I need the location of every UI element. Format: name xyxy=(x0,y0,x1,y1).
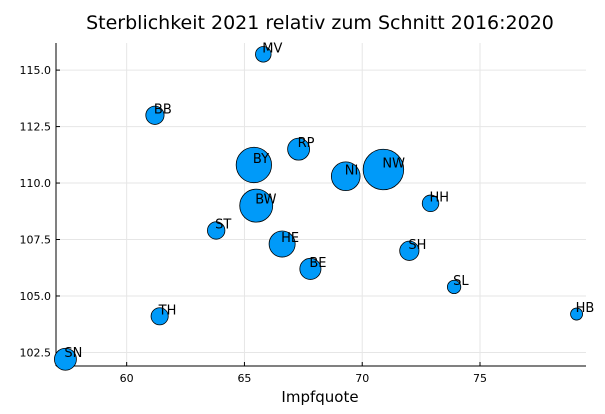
point-label-be: BE xyxy=(309,256,326,271)
point-label-bw: BW xyxy=(255,193,276,208)
point-label-th: TH xyxy=(158,303,177,318)
data-point-sh xyxy=(399,240,420,261)
point-label-ni: NI xyxy=(345,163,359,178)
data-point-rp xyxy=(287,137,311,161)
point-label-rp: RP xyxy=(298,136,315,151)
x-tick-label: 75 xyxy=(473,372,487,385)
point-label-st: ST xyxy=(215,217,231,232)
point-label-he: HE xyxy=(281,231,299,246)
data-point-he xyxy=(268,230,296,258)
data-point-bb xyxy=(145,105,165,125)
axes xyxy=(55,43,586,367)
point-label-sl: SL xyxy=(453,274,469,289)
data-point-hb xyxy=(570,307,583,321)
point-label-by: BY xyxy=(253,152,269,167)
data-point-bw xyxy=(239,188,274,223)
y-tick-label: 110.0 xyxy=(20,177,52,190)
data-point-sl xyxy=(446,279,462,295)
y-tick-label: 102.5 xyxy=(20,346,52,359)
data-point-by xyxy=(235,146,272,184)
point-label-hh: HH xyxy=(430,190,450,205)
data-point-st xyxy=(207,221,226,240)
x-tick-labels: 60 65 70 75 xyxy=(120,362,487,385)
x-tick-label: 60 xyxy=(120,372,134,385)
data-point-th xyxy=(150,307,169,326)
x-tick-label: 70 xyxy=(355,372,369,385)
data-point-mv xyxy=(255,46,272,63)
data-point-sn xyxy=(54,347,77,371)
point-label-bb: BB xyxy=(154,102,172,117)
x-tick-label: 65 xyxy=(237,372,251,385)
point-label-hb: HB xyxy=(576,301,595,316)
chart-title: Sterblichkeit 2021 relativ zum Schnitt 2… xyxy=(86,12,554,34)
point-label-mv: MV xyxy=(262,41,282,56)
y-tick-labels: 102.5 105.0 107.5 110.0 112.5 115.0 xyxy=(20,64,60,359)
grid-lines xyxy=(56,43,586,366)
point-labels: MV BB RP BY NI NW HH BW ST HE SH BE SL HB TH SN xyxy=(64,41,594,361)
data-point-nw xyxy=(362,148,405,191)
point-label-nw: NW xyxy=(382,156,405,171)
data-point-be xyxy=(299,257,322,280)
data-point-hh xyxy=(421,194,440,213)
y-tick-label: 115.0 xyxy=(20,64,52,77)
y-tick-label: 105.0 xyxy=(20,290,52,303)
point-label-sn: SN xyxy=(64,346,82,361)
y-tick-label: 112.5 xyxy=(20,121,52,134)
point-label-sh: SH xyxy=(408,238,426,253)
data-points xyxy=(54,46,583,371)
x-axis-label: Impfquote xyxy=(281,388,358,406)
data-point-ni xyxy=(330,161,361,192)
y-tick-label: 107.5 xyxy=(20,234,52,247)
